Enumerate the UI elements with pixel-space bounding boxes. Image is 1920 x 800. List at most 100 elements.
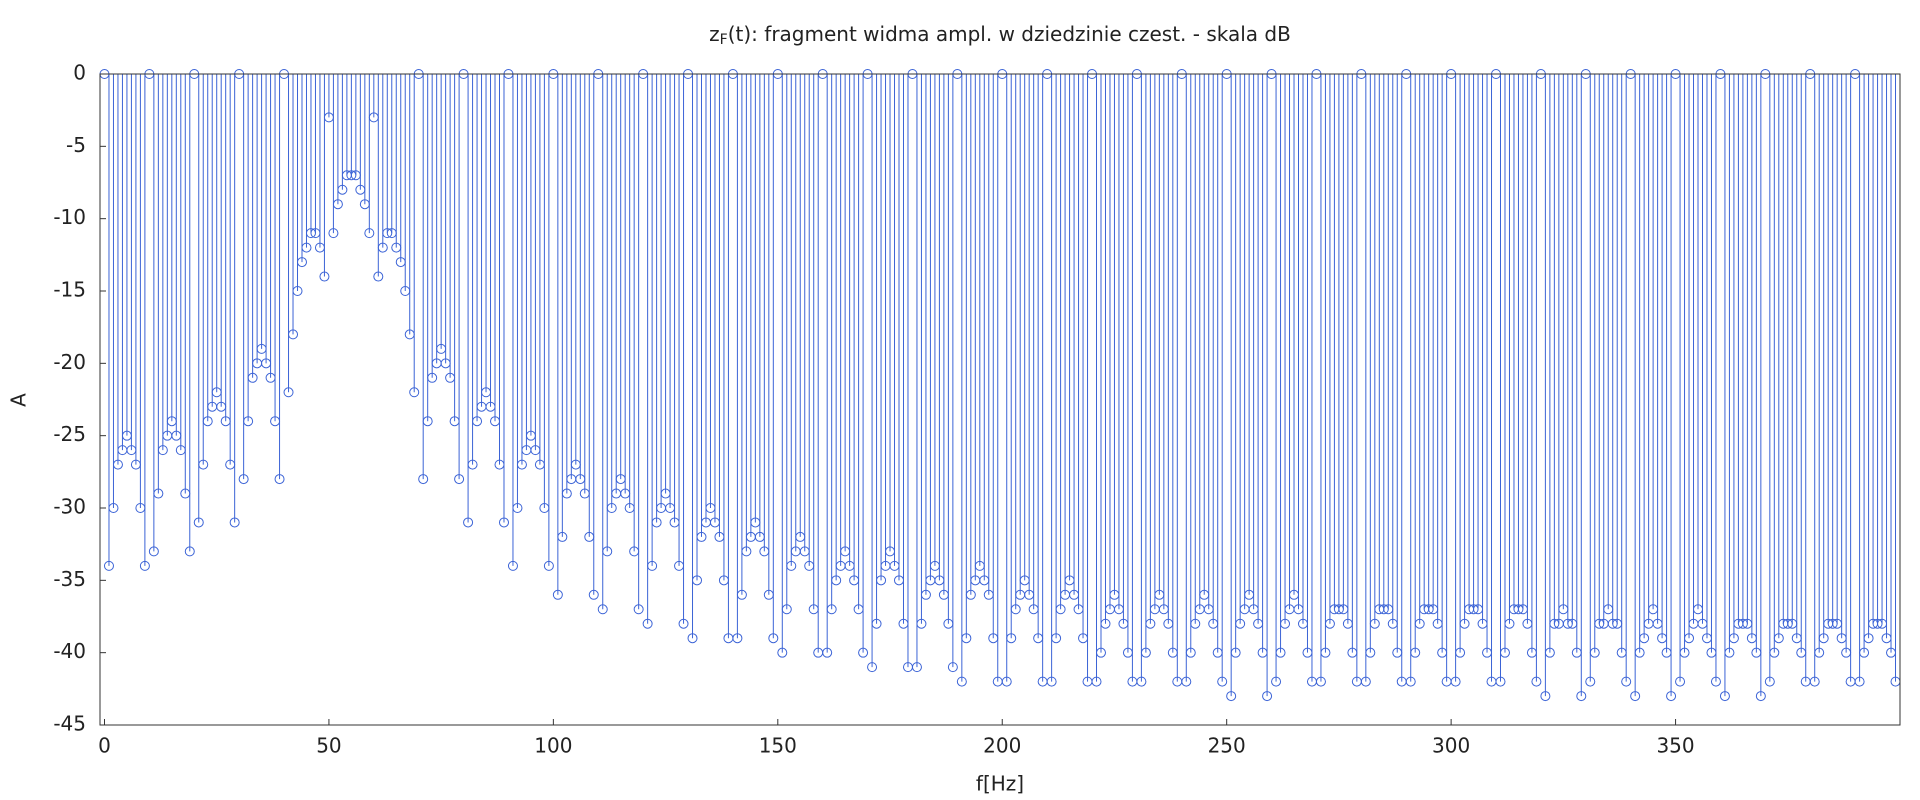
stem-marker bbox=[148, 546, 159, 557]
stem-marker bbox=[786, 560, 797, 571]
stem-marker bbox=[1369, 618, 1380, 629]
stem-marker bbox=[1814, 647, 1825, 658]
x-tick-label: 300 bbox=[1432, 734, 1470, 758]
stem-marker bbox=[1773, 633, 1784, 644]
stem-marker bbox=[337, 184, 348, 195]
stem-marker bbox=[826, 604, 837, 615]
stem-marker bbox=[1639, 633, 1650, 644]
stem-marker bbox=[157, 445, 168, 456]
stem-marker bbox=[1666, 691, 1677, 702]
stem-marker bbox=[552, 589, 563, 600]
stem-marker bbox=[1809, 676, 1820, 687]
stem-marker bbox=[1001, 676, 1012, 687]
stem-marker bbox=[463, 517, 474, 528]
stem-marker bbox=[1684, 633, 1695, 644]
y-tick-label: -40 bbox=[53, 639, 86, 663]
stem-marker bbox=[543, 560, 554, 571]
stem-marker bbox=[1181, 676, 1192, 687]
stem-marker bbox=[1145, 618, 1156, 629]
stem-marker bbox=[732, 633, 743, 644]
stem-marker bbox=[736, 589, 747, 600]
stem-marker bbox=[193, 517, 204, 528]
stem-marker bbox=[1365, 647, 1376, 658]
x-tick-label: 150 bbox=[759, 734, 797, 758]
x-tick-label: 200 bbox=[983, 734, 1021, 758]
stem-marker bbox=[1405, 676, 1416, 687]
stem-marker bbox=[1630, 691, 1641, 702]
stem-marker bbox=[364, 228, 375, 239]
stem-marker bbox=[777, 647, 788, 658]
stem-marker bbox=[692, 575, 703, 586]
stem-marker bbox=[741, 546, 752, 557]
stem-marker bbox=[1280, 618, 1291, 629]
stem-marker bbox=[781, 604, 792, 615]
stem-marker bbox=[1006, 633, 1017, 644]
stem-marker bbox=[1230, 647, 1241, 658]
stem-marker bbox=[1863, 633, 1874, 644]
stem-marker bbox=[588, 589, 599, 600]
stem-marker bbox=[1764, 676, 1775, 687]
stem-marker bbox=[1576, 691, 1587, 702]
stem-marker bbox=[1544, 647, 1555, 658]
stem-marker bbox=[1095, 647, 1106, 658]
stem-marker bbox=[1190, 618, 1201, 629]
stem-marker bbox=[243, 416, 254, 427]
stem-marker bbox=[1414, 618, 1425, 629]
stem-marker bbox=[1410, 647, 1421, 658]
stem-marker bbox=[1459, 618, 1470, 629]
stem-marker bbox=[768, 633, 779, 644]
stem-marker bbox=[274, 474, 285, 485]
stem-marker bbox=[831, 575, 842, 586]
stem-marker bbox=[822, 647, 833, 658]
stem-marker bbox=[328, 228, 339, 239]
stem-marker bbox=[238, 474, 249, 485]
stem-marker bbox=[647, 560, 658, 571]
y-tick-label: -20 bbox=[53, 350, 86, 374]
stem-marker bbox=[373, 271, 384, 282]
stem-marker bbox=[1818, 633, 1829, 644]
stem-marker bbox=[1010, 604, 1021, 615]
stem-marker bbox=[947, 662, 958, 673]
stem-marker bbox=[1455, 647, 1466, 658]
stem-marker bbox=[1710, 676, 1721, 687]
stem-marker bbox=[606, 503, 617, 513]
stem-marker bbox=[867, 662, 878, 673]
y-tick-label: -35 bbox=[53, 567, 86, 591]
stem-marker bbox=[1585, 676, 1596, 687]
stem-marker bbox=[1621, 676, 1632, 687]
y-tick-label: -30 bbox=[53, 495, 86, 519]
x-tick-label: 350 bbox=[1656, 734, 1694, 758]
stem-marker bbox=[418, 474, 429, 485]
stem-marker bbox=[292, 286, 303, 296]
stem-marker bbox=[687, 633, 698, 644]
stem-marker bbox=[1540, 691, 1551, 702]
stem-marker bbox=[1531, 676, 1542, 687]
stem-marker bbox=[651, 517, 662, 528]
stem-marker bbox=[332, 199, 343, 210]
stem-marker bbox=[597, 604, 608, 615]
stem-marker bbox=[288, 329, 299, 340]
stem-marker bbox=[696, 531, 707, 542]
stem-marker bbox=[1100, 618, 1111, 629]
x-tick-label: 100 bbox=[534, 734, 572, 758]
stem-marker bbox=[876, 575, 887, 586]
stem-marker bbox=[557, 531, 568, 542]
stem-marker bbox=[1315, 676, 1326, 687]
stem-marker bbox=[139, 560, 150, 571]
stem-marker bbox=[1495, 676, 1506, 687]
stem-marker bbox=[1324, 618, 1335, 629]
stem-marker bbox=[1275, 647, 1286, 658]
x-tick-label: 50 bbox=[316, 734, 341, 758]
stem-marker bbox=[512, 503, 523, 513]
stem-marker bbox=[507, 560, 518, 571]
stem-marker bbox=[1051, 633, 1062, 644]
stem-marker bbox=[1504, 618, 1515, 629]
stem-marker bbox=[454, 474, 465, 485]
stem-marker bbox=[112, 459, 123, 470]
stem-marker bbox=[1854, 676, 1865, 687]
stem-marker bbox=[472, 416, 483, 427]
axes-frame bbox=[99, 73, 1901, 726]
stem-marker bbox=[602, 546, 613, 557]
